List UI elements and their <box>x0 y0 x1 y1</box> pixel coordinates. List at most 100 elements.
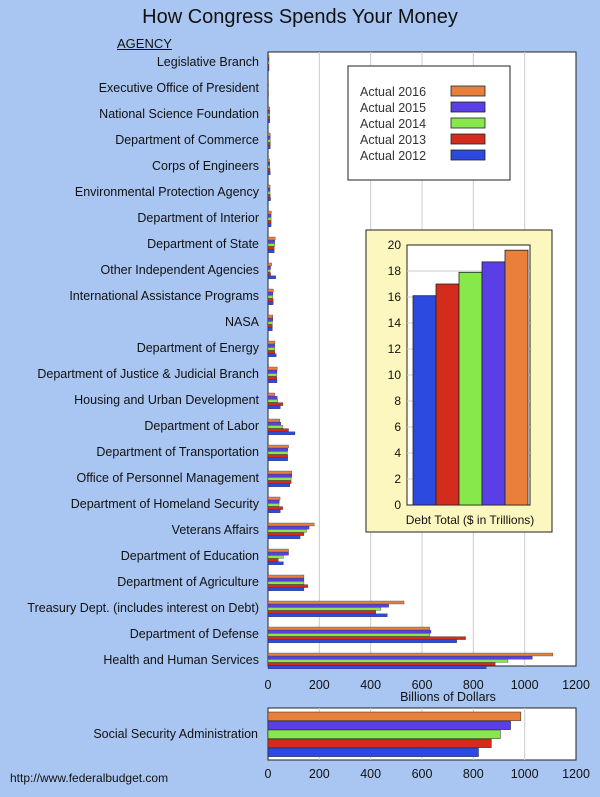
ssa-x-tick-label: 200 <box>309 767 330 781</box>
bar-2014 <box>267 165 270 169</box>
bar-2016 <box>267 54 270 59</box>
bar-2016 <box>267 210 272 215</box>
bar-2016 <box>267 574 305 579</box>
bar-2013 <box>267 168 271 172</box>
bar-2014 <box>267 61 270 65</box>
bar-2013 <box>267 142 271 146</box>
page-title: How Congress Spends Your Money <box>142 6 458 28</box>
bar-2015 <box>267 136 271 140</box>
debt-bar-2013 <box>435 283 460 506</box>
bar-2016 <box>267 262 272 267</box>
agency-label: Executive Office of President <box>99 81 260 95</box>
agency-label: Department of State <box>147 237 259 251</box>
bar-2012 <box>267 67 270 71</box>
bar-2015 <box>267 344 275 348</box>
bar-2014 <box>267 243 275 247</box>
debt-y-tick-label: 4 <box>394 446 401 460</box>
bar-2013 <box>267 376 277 380</box>
social-security-chart: 0 200 400 600 800 1000 1200 Social Security Adm… <box>93 707 590 781</box>
bar-2016 <box>267 470 293 475</box>
bar-2016 <box>267 418 280 423</box>
bar-2016 <box>267 158 270 163</box>
bar-2014 <box>267 269 271 273</box>
agency-label: Department of Labor <box>144 419 259 433</box>
legend-swatch-2015 <box>450 101 486 113</box>
legend-label: Actual 2013 <box>360 133 426 147</box>
ssa-label: Social Security Administration <box>93 727 258 741</box>
bar-2015 <box>267 630 432 634</box>
bar-2014 <box>267 555 284 559</box>
bar-2015 <box>267 162 270 166</box>
ssa-x-tick-label: 1200 <box>562 767 590 781</box>
bar-2015 <box>267 84 269 88</box>
bar-2015 <box>267 396 278 400</box>
bar-2013 <box>267 90 269 94</box>
bar-2012 <box>267 509 281 513</box>
bar-2015 <box>267 500 280 504</box>
debt-chart-title: Debt Total ($ in Trillions) <box>406 513 535 527</box>
bar-2015 <box>267 552 289 556</box>
legend-label: Actual 2015 <box>360 101 426 115</box>
agency-label: Department of Energy <box>137 341 260 355</box>
agency-label: Treasury Dept. (includes interest on Deb… <box>27 601 259 615</box>
bar-2015 <box>267 604 389 608</box>
agency-label: Veterans Affairs <box>172 523 259 537</box>
bar-2014 <box>267 87 269 91</box>
bar-2012 <box>267 93 269 97</box>
bar-2012 <box>267 665 487 669</box>
debt-y-tick-label: 12 <box>388 342 402 356</box>
bar-2016 <box>267 340 276 345</box>
bar-2014 <box>267 347 275 351</box>
bar-2014 <box>267 529 307 533</box>
bar-2016 <box>267 366 278 371</box>
bar-2015 <box>267 110 270 114</box>
bar-2012 <box>267 431 296 435</box>
footer-url: http://www.federalbudget.com <box>10 771 169 785</box>
agency-label: Department of Defense <box>130 627 259 641</box>
bar-2012 <box>267 457 288 461</box>
bar-2013 <box>267 402 284 406</box>
agency-label: Legislative Branch <box>157 55 259 69</box>
bar-2013 <box>267 350 275 354</box>
bar-2014 <box>267 503 280 507</box>
debt-y-tick-label: 8 <box>394 394 401 408</box>
bar-2012 <box>267 275 276 279</box>
ssa-x-tick-label: 600 <box>412 767 433 781</box>
bar-2012 <box>267 119 270 123</box>
legend: Actual 2016 Actual 2015 Actual 2014 Actual … <box>347 65 511 181</box>
agency-label: Department of Interior <box>137 211 259 225</box>
bar-2012 <box>267 301 274 305</box>
legend-label: Actual 2016 <box>360 85 426 99</box>
bar-2016 <box>267 652 554 657</box>
bar-2016 <box>267 548 289 553</box>
debt-y-tick-label: 18 <box>388 264 402 278</box>
agency-label: Housing and Urban Development <box>74 393 259 407</box>
ssa-bar-2013 <box>267 738 492 748</box>
agency-label: National Science Foundation <box>99 107 259 121</box>
bar-2012 <box>267 327 273 331</box>
legend-swatch-2012 <box>450 149 486 161</box>
agency-label: Department of Education <box>121 549 259 563</box>
bar-2014 <box>267 191 271 195</box>
bar-2014 <box>267 321 273 325</box>
bar-2012 <box>267 197 271 201</box>
bar-2013 <box>267 272 271 276</box>
bar-2015 <box>267 474 293 478</box>
bar-2012 <box>267 405 281 409</box>
bar-2016 <box>267 80 269 85</box>
bar-2012 <box>267 639 457 643</box>
bar-2013 <box>267 428 289 432</box>
bar-2015 <box>267 188 271 192</box>
bar-2016 <box>267 132 271 137</box>
bar-2016 <box>267 288 274 293</box>
ssa-bar-2016 <box>267 711 522 721</box>
ssa-bar-2012 <box>267 747 479 757</box>
ssa-x-tick-label: 1000 <box>511 767 539 781</box>
debt-y-tick-label: 16 <box>388 290 402 304</box>
agency-label: Department of Commerce <box>115 133 259 147</box>
bar-2015 <box>267 448 288 452</box>
agency-label: Office of Personnel Management <box>76 471 259 485</box>
bar-2016 <box>267 444 289 449</box>
x-tick-label: 1000 <box>511 678 539 692</box>
